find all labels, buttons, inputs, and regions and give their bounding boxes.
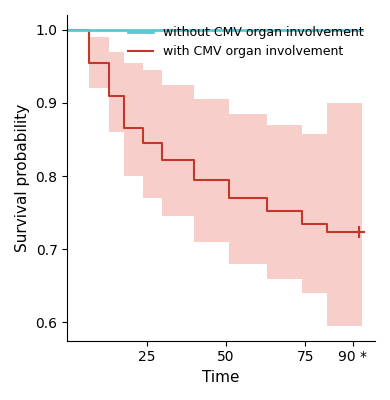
X-axis label: Time: Time <box>202 370 240 385</box>
Y-axis label: Survival probability: Survival probability <box>15 104 30 252</box>
Polygon shape <box>67 30 362 326</box>
Legend: without CMV organ involvement, with CMV organ involvement: without CMV organ involvement, with CMV … <box>123 21 369 64</box>
